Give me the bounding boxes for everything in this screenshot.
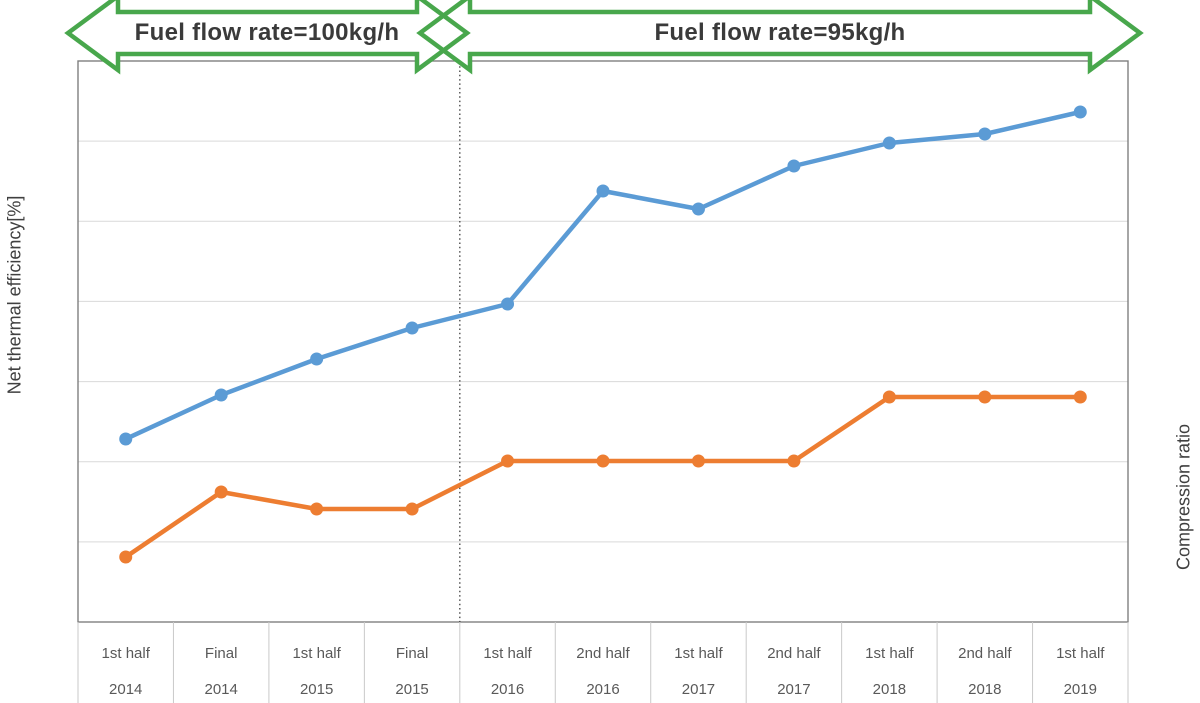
data-point	[501, 297, 515, 311]
x-axis-label-period: 2nd half	[576, 645, 630, 662]
x-axis-label-period: 1st half	[674, 645, 723, 662]
data-point	[310, 502, 324, 516]
left-axis-title: Net thermal efficiency[%]	[4, 195, 25, 395]
x-axis-label-year: 2014	[109, 681, 142, 698]
fuel-flow-arrow-outline	[64, 0, 471, 75]
x-axis-label-year: 2019	[1064, 681, 1097, 698]
data-point	[882, 390, 896, 404]
x-axis-label-period: Final	[205, 645, 238, 662]
x-axis-label-period: 1st half	[102, 645, 151, 662]
data-point	[1073, 105, 1087, 119]
data-point	[214, 388, 228, 402]
fuel-flow-100-label: Fuel flow rate=100kg/h	[134, 19, 400, 46]
x-axis-label-period: 1st half	[1056, 645, 1105, 662]
data-point	[596, 184, 610, 198]
fuel-flow-arrow-outline	[416, 0, 1144, 75]
x-axis-label-period: 1st half	[292, 645, 341, 662]
data-point	[596, 454, 610, 468]
data-point	[119, 550, 133, 564]
x-axis-label-year: 2016	[586, 681, 619, 698]
data-point	[1073, 390, 1087, 404]
plot-border	[77, 60, 1129, 623]
right-axis-title: Compression ratio	[1173, 423, 1194, 571]
x-axis-label-year: 2018	[968, 681, 1001, 698]
data-point	[882, 136, 896, 150]
data-point	[501, 454, 515, 468]
data-point	[405, 321, 419, 335]
x-axis-label-period: 1st half	[483, 645, 532, 662]
x-axis-label-period: 2nd half	[958, 645, 1012, 662]
x-axis-label-period: Final	[396, 645, 429, 662]
data-point	[691, 202, 705, 216]
x-axis-label-year: 2016	[491, 681, 524, 698]
data-point	[119, 432, 133, 446]
data-point	[978, 390, 992, 404]
data-point	[310, 352, 324, 366]
data-point	[787, 159, 801, 173]
x-axis-label-year: 2014	[204, 681, 237, 698]
fuel-flow-95-label: Fuel flow rate=95kg/h	[654, 19, 906, 46]
data-point	[787, 454, 801, 468]
x-axis-label-period: 2nd half	[767, 645, 821, 662]
x-axis-label-year: 2017	[777, 681, 810, 698]
x-axis-label-year: 2015	[300, 681, 333, 698]
data-point	[214, 485, 228, 499]
data-point	[405, 502, 419, 516]
x-axis-label-year: 2015	[395, 681, 428, 698]
data-point	[978, 127, 992, 141]
data-point	[691, 454, 705, 468]
x-axis-label-year: 2018	[873, 681, 906, 698]
x-axis-label-year: 2017	[682, 681, 715, 698]
x-axis-label-period: 1st half	[865, 645, 914, 662]
